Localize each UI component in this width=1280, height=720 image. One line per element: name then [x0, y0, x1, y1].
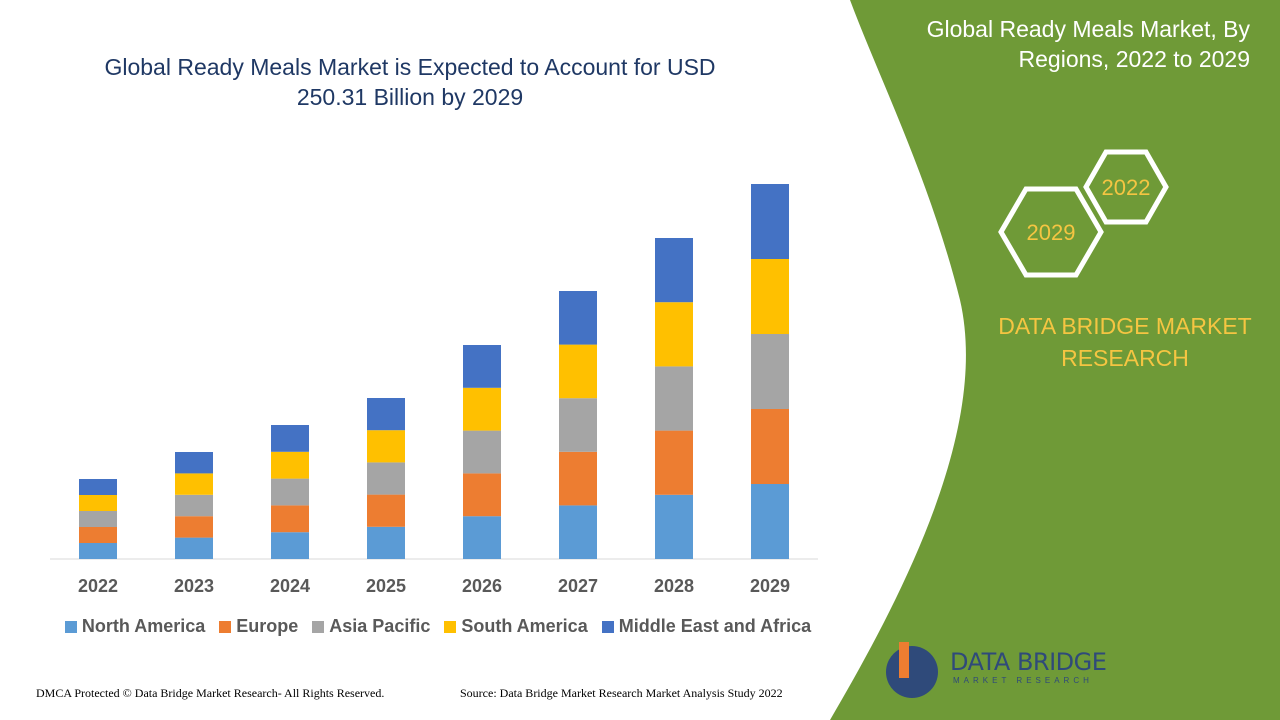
side-title: Global Ready Meals Market, By Regions, 2… — [926, 16, 1250, 72]
legend-item: Middle East and Africa — [601, 616, 812, 637]
legend-swatch — [601, 620, 614, 633]
legend-item: South America — [444, 616, 588, 637]
legend-swatch — [444, 620, 457, 633]
legend-item: Asia Pacific — [312, 616, 430, 637]
logo-name: DATA BRIDGE — [950, 648, 1107, 676]
x-tick-label: 2029 — [750, 576, 790, 596]
bar-segment — [79, 479, 117, 495]
bar-segment — [79, 511, 117, 527]
bar-segment — [559, 291, 597, 345]
x-tick-label: 2023 — [174, 576, 214, 596]
bar-segment — [367, 430, 405, 463]
bar-segment — [655, 430, 693, 495]
bar-segment — [751, 259, 789, 334]
bar-segment — [559, 451, 597, 506]
bar-segment — [175, 537, 213, 559]
bar-segment — [79, 495, 117, 511]
logo-tagline: MARKET RESEARCH — [953, 676, 1093, 685]
bar-segment — [367, 494, 405, 527]
bar-segment — [367, 526, 405, 559]
legend-swatch — [312, 620, 325, 633]
x-tick-label: 2024 — [270, 576, 310, 596]
bar-segment — [271, 425, 309, 452]
legend-swatch — [64, 620, 77, 633]
source: Source: Data Bridge Market Research Mark… — [460, 686, 783, 700]
bar-segment — [175, 452, 213, 474]
bar-segment — [751, 484, 789, 559]
bar-segment — [559, 344, 597, 399]
side-panel-bg — [830, 0, 1280, 720]
x-tick-label: 2025 — [366, 576, 406, 596]
legend-label: Asia Pacific — [329, 616, 431, 636]
bar-segment — [463, 430, 501, 474]
x-tick-label: 2027 — [558, 576, 598, 596]
x-tick-label: 2028 — [654, 576, 694, 596]
hexagon — [998, 186, 1104, 278]
bar-segment — [367, 398, 405, 431]
bar-segment — [271, 478, 309, 506]
bar-segment — [655, 302, 693, 367]
bar-segment — [655, 366, 693, 431]
bar-segment — [751, 184, 789, 259]
bar-segment — [271, 505, 309, 533]
hex-label: 2029 — [1027, 220, 1076, 245]
chart-title: Global Ready Meals Market is Expected to… — [104, 54, 716, 110]
bar-segment — [751, 334, 789, 409]
logo-mark — [899, 642, 909, 678]
legend-label: Middle East and Africa — [618, 616, 812, 636]
bar-segment — [655, 238, 693, 303]
legend-item: North America — [64, 616, 206, 637]
hexagon — [1083, 149, 1169, 225]
bar-segment — [463, 387, 501, 431]
legend-label: Europe — [236, 616, 299, 636]
x-tick-label: 2022 — [78, 576, 118, 596]
legend-label: South America — [461, 616, 588, 636]
legend-label: North America — [81, 616, 206, 636]
copyright: DMCA Protected © Data Bridge Market Rese… — [36, 686, 385, 700]
legend-item: Europe — [219, 616, 298, 637]
bar-segment — [463, 345, 501, 388]
x-tick-label: 2026 — [462, 576, 502, 596]
logo-mark — [886, 646, 938, 698]
bar-segment — [655, 494, 693, 559]
brand: DATA BRIDGE MARKET RESEARCH — [998, 313, 1252, 371]
legend-swatch — [219, 620, 232, 633]
legend: North America Europe Asia Pacific South Ame… — [40, 616, 836, 637]
bar-segment — [271, 451, 309, 479]
bar-segment — [463, 516, 501, 559]
bar-segment — [175, 516, 213, 538]
bar-segment — [79, 543, 117, 559]
bar-segment — [79, 527, 117, 543]
bar-segment — [463, 473, 501, 517]
bar-segment — [751, 409, 789, 484]
bar-segment — [175, 473, 213, 495]
bar-segment — [367, 462, 405, 495]
bar-segment — [559, 505, 597, 559]
bar-segment — [175, 494, 213, 517]
hex-label: 2022 — [1102, 175, 1151, 200]
bar-segment — [559, 398, 597, 452]
bar-segment — [271, 532, 309, 559]
